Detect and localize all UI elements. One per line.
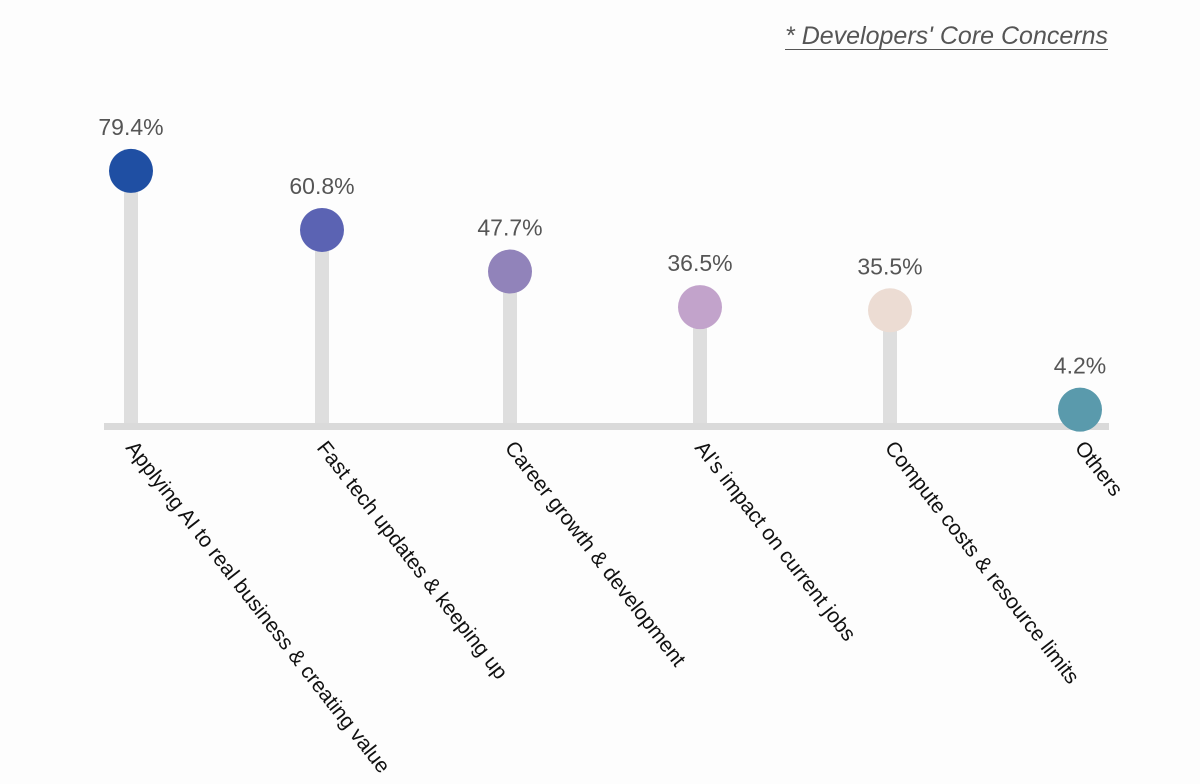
x-axis-baseline [104, 423, 1109, 430]
lollipop-stem [503, 271, 517, 426]
value-label: 79.4% [98, 114, 163, 140]
category-label: Career growth & development [500, 437, 690, 671]
value-label: 4.2% [1054, 353, 1106, 379]
category-label: Compute costs & resource limits [880, 437, 1084, 688]
category-label: AI's impact on current jobs [690, 437, 860, 646]
lollipop-dot [488, 249, 532, 294]
lollipop-dot [1058, 387, 1102, 432]
lollipop-dot [109, 148, 153, 193]
lollipop-stem [315, 229, 329, 426]
value-label: 36.5% [667, 250, 732, 276]
lollipop-dot [678, 285, 722, 330]
lollipop-stem [693, 307, 707, 426]
lollipop-dot [300, 207, 344, 252]
value-label: 47.7% [477, 215, 542, 241]
lollipop-stem [883, 310, 897, 426]
value-label: 35.5% [857, 253, 922, 279]
lollipop-dot [868, 288, 912, 333]
chart-title: * Developers' Core Concerns [785, 22, 1108, 50]
value-label: 60.8% [289, 173, 354, 199]
lollipop-stem [124, 170, 138, 426]
category-label: Fast tech updates & keeping up [312, 437, 512, 684]
category-label: Others [1070, 437, 1127, 501]
